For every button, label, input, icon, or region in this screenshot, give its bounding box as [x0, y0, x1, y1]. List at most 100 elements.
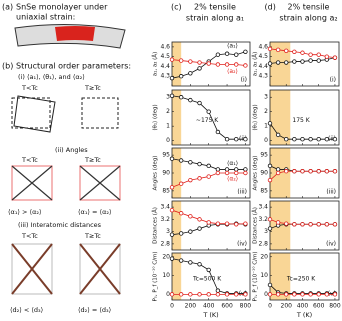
data-point — [197, 217, 202, 222]
data-point — [284, 292, 289, 297]
angle-diagram — [11, 165, 121, 201]
data-point — [178, 74, 184, 79]
panel-b-title: Structural order parameters: — [16, 62, 131, 71]
data-point — [188, 260, 193, 265]
data-point — [178, 58, 184, 63]
y-tick-label: 0 — [166, 291, 170, 298]
x-tick-label: 800 — [329, 303, 341, 310]
data-point — [267, 292, 273, 297]
data-point — [197, 226, 202, 231]
y-tick-label: 0 — [264, 291, 268, 298]
data-point — [267, 121, 273, 126]
data-point — [275, 167, 281, 172]
data-point — [206, 267, 211, 273]
sub-title: (iii) Interatomic distances — [18, 221, 102, 229]
x-tick-label: 200 — [185, 303, 197, 310]
annotation: 175 K — [292, 117, 310, 124]
data-point — [275, 60, 281, 65]
data-point — [284, 137, 289, 142]
data-point — [267, 61, 273, 66]
data-point — [275, 292, 281, 297]
plot-frame — [269, 200, 340, 251]
y-tick-label: 95 — [260, 152, 268, 159]
y-axis-label: Distances (Å) — [252, 207, 259, 244]
y-tick-label: 1 — [166, 123, 170, 130]
y-tick-label: 10 — [162, 272, 170, 279]
x-tick-label: 400 — [203, 303, 215, 310]
data-point — [243, 63, 248, 68]
y-tick-label: 2 — [166, 108, 170, 115]
panel-tag: (i) — [330, 77, 336, 84]
data-point — [308, 137, 313, 142]
annotation: Tc=500 K — [192, 275, 222, 282]
low-t: T<Tc — [21, 84, 38, 92]
sub-title: (i) ⟨a₁⟩, ⟨θ₁⟩, and ⟨α₂⟩ — [18, 73, 85, 81]
data-point — [169, 207, 175, 213]
data-point — [284, 169, 289, 174]
data-point — [267, 177, 273, 183]
column-title: 2% tensile — [194, 3, 236, 12]
y-axis-label: Angles (deg) — [153, 156, 159, 191]
data-point — [275, 132, 281, 138]
y-tick-label: 3 — [166, 94, 170, 101]
data-point — [178, 158, 184, 163]
data-point — [169, 256, 175, 261]
y-tick-label: 3.4 — [258, 204, 268, 211]
data-point — [197, 292, 202, 297]
data-point — [243, 49, 248, 54]
data-point — [292, 169, 297, 174]
data-point — [243, 170, 248, 176]
y-tick-label: 1 — [264, 123, 268, 130]
data-point — [275, 220, 281, 225]
strained-sheet — [14, 23, 126, 49]
data-point — [284, 48, 289, 53]
y-tick-label: 20 — [162, 253, 170, 260]
x-tick-label: 800 — [240, 303, 252, 310]
x-tick-label: 0 — [268, 303, 272, 310]
highlight-band — [270, 42, 291, 86]
panel-label: (b) — [2, 62, 13, 71]
data-point — [243, 167, 248, 172]
data-point — [215, 129, 221, 135]
data-point — [267, 282, 273, 288]
data-point — [234, 292, 239, 297]
panel-label: (a) — [2, 3, 13, 12]
x-tick-label: 400 — [297, 303, 309, 310]
data-point — [224, 170, 230, 176]
data-point — [300, 50, 305, 55]
data-point — [224, 292, 230, 297]
x-axis-label: T (K) — [202, 311, 218, 319]
data-point — [215, 52, 221, 57]
panel-label: (c) — [171, 3, 182, 12]
column-title: strain along a₁ — [186, 14, 244, 23]
y-tick-label: 2 — [264, 108, 268, 115]
angle-relation: ⟨α₁⟩ = ⟨α₂⟩ — [78, 208, 112, 216]
data-point — [215, 288, 221, 293]
data-point — [169, 75, 175, 81]
data-point — [169, 156, 175, 161]
data-point — [300, 137, 305, 142]
data-point — [308, 292, 313, 297]
data-point — [206, 220, 211, 225]
panel-a-title: SnSe monolayer under — [16, 3, 108, 12]
plot-frame — [171, 41, 251, 87]
data-point — [243, 221, 248, 226]
data-point — [308, 58, 313, 63]
data-point — [206, 163, 211, 169]
y-tick-label: 3 — [264, 228, 268, 235]
data-point — [300, 222, 305, 227]
data-point — [316, 58, 321, 63]
y-axis-label: ⟨θ₁⟩ (deg) — [152, 104, 159, 130]
distance-relation: ⟨d₂⟩ < ⟨d₃⟩ — [10, 306, 43, 314]
data-point — [275, 170, 281, 176]
data-point — [332, 137, 338, 142]
data-point — [316, 52, 321, 57]
data-point — [292, 222, 297, 227]
y-tick-label: 4.3 — [258, 73, 268, 80]
data-point — [316, 292, 321, 297]
plot-frame — [269, 89, 340, 146]
data-point — [234, 62, 239, 67]
y-axis-label: Pₛ, P_f (10⁻¹⁰ C/m) — [152, 251, 159, 301]
data-point — [188, 214, 193, 219]
